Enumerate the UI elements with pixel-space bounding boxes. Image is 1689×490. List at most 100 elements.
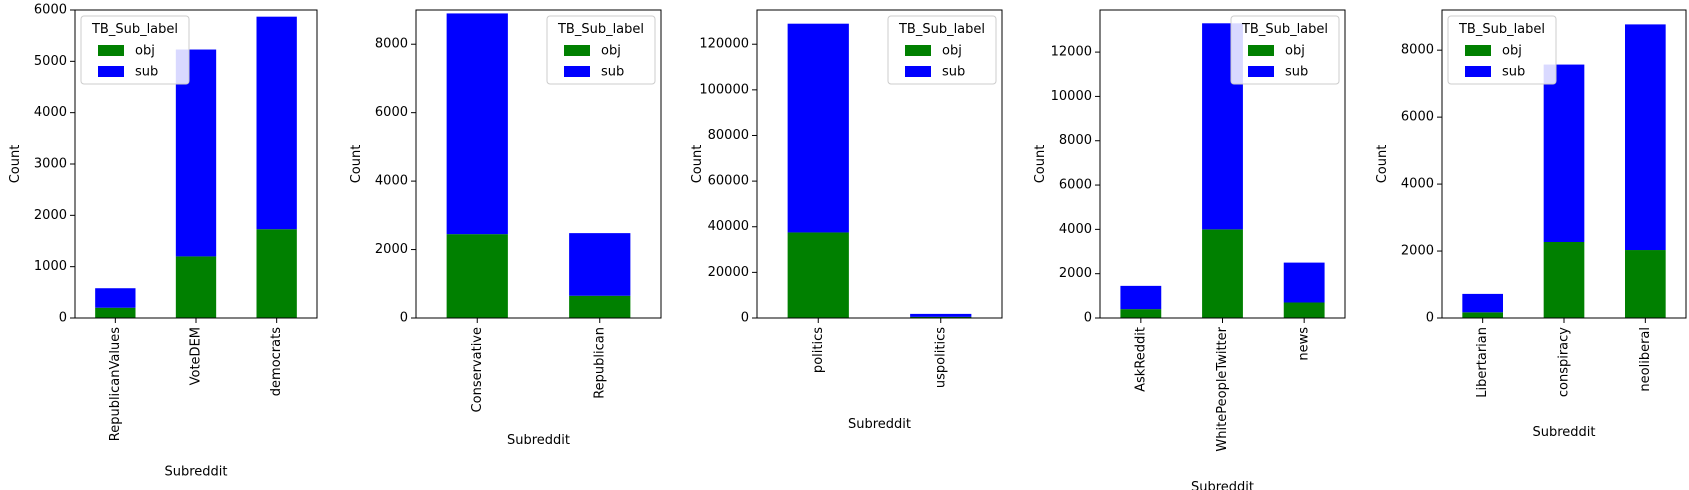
x-tick-label: Conservative (470, 327, 485, 412)
bar-sub-politics (787, 23, 849, 233)
x-tick-label: VoteDEM (189, 327, 204, 385)
bar-obj-WhitePeopleTwitter (1202, 229, 1243, 318)
x-tick-label: WhitePeopleTwitter (1215, 326, 1230, 451)
legend-label-sub: sub (1502, 65, 1525, 80)
x-tick-label: Republican (592, 327, 607, 399)
y-tick-label: 8000 (375, 37, 408, 52)
y-tick-label: 6000 (34, 3, 67, 18)
chart-panel-2: Conservative Republican 0 2000 4000 6000 8000 C… (349, 9, 662, 448)
bar-sub-democrats (256, 16, 297, 230)
legend-title: TB_Sub_label (1458, 22, 1545, 37)
legend-swatch-obj (564, 45, 590, 56)
bar-obj-AskReddit (1120, 309, 1162, 318)
y-tick-label: 4000 (1401, 177, 1434, 192)
bar-sub-Libertarian (1462, 293, 1503, 313)
legend-swatch-sub (905, 66, 931, 77)
legend-label-sub: sub (1285, 65, 1308, 80)
y-tick-label: 6000 (1401, 110, 1434, 125)
bar-sub-neoliberal (1625, 24, 1666, 251)
bar-obj-democrats (256, 229, 297, 318)
plot-frame (74, 9, 318, 319)
y-tick-label: 2000 (1059, 266, 1092, 281)
y-tick-label: 0 (1426, 311, 1434, 326)
legend-swatch-sub (98, 66, 124, 77)
legend-swatch-sub (564, 66, 590, 77)
legend-title: TB_Sub_label (1241, 22, 1328, 37)
bar-obj-RepublicanValues (95, 307, 136, 318)
y-tick-label: 40000 (708, 219, 749, 234)
x-tick-label: neoliberal (1638, 327, 1653, 392)
y-tick-label: 2000 (375, 242, 408, 257)
x-tick-label: RepublicanValues (108, 327, 123, 441)
chart-panel-4: AskReddit WhitePeopleTwitter news 0 2000 4000… (1033, 9, 1346, 490)
bar-sub-Republican (569, 233, 631, 296)
legend-label-sub: sub (942, 65, 965, 80)
legend-swatch-obj (905, 45, 931, 56)
bar-obj-Republican (569, 295, 631, 318)
y-axis-label: Count (8, 145, 23, 184)
bar-obj-Conservative (446, 234, 508, 318)
legend-label-obj: obj (601, 44, 621, 59)
y-tick-label: 6000 (375, 105, 408, 120)
y-tick-label: 2000 (1401, 244, 1434, 259)
y-axis-label: Count (690, 145, 705, 184)
y-tick-label: 6000 (1059, 178, 1092, 193)
y-tick-label: 4000 (375, 174, 408, 189)
y-tick-label: 0 (1084, 311, 1092, 326)
chart-panel-3: politics uspolitics 0 20000 40000 60000 80000 1… (690, 9, 1003, 432)
y-tick-label: 100000 (699, 82, 749, 97)
y-tick-label: 8000 (1059, 133, 1092, 148)
y-axis-label: Count (349, 145, 364, 184)
y-tick-label: 4000 (34, 105, 67, 120)
x-tick-label: politics (811, 327, 826, 373)
y-tick-label: 4000 (1059, 222, 1092, 237)
bar-sub-conspiracy (1543, 64, 1585, 243)
y-tick-label: 60000 (708, 174, 749, 189)
bar-obj-VoteDEM (175, 256, 217, 318)
plot-frame (1099, 9, 1346, 319)
x-tick-label: conspiracy (1557, 327, 1572, 397)
y-tick-label: 80000 (708, 128, 749, 143)
legend-title: TB_Sub_label (557, 22, 644, 37)
bar-obj-news (1283, 302, 1325, 318)
x-tick-label: news (1297, 327, 1312, 361)
legend-label-obj: obj (135, 44, 155, 59)
legend-swatch-obj (1465, 45, 1491, 56)
bar-sub-AskReddit (1120, 285, 1162, 310)
y-tick-label: 5000 (34, 54, 67, 69)
y-tick-label: 0 (59, 311, 67, 326)
bar-obj-conspiracy (1543, 242, 1585, 318)
legend-title: TB_Sub_label (898, 22, 985, 37)
legend-label-sub: sub (135, 65, 158, 80)
y-tick-label: 1000 (34, 259, 67, 274)
bar-sub-Conservative (446, 13, 508, 235)
legend-title: TB_Sub_label (91, 22, 178, 37)
bar-obj-neoliberal (1625, 250, 1666, 318)
chart-panel-5: Libertarian conspiracy neoliberal 0 2000 4000… (1375, 9, 1687, 440)
x-tick-label: uspolitics (933, 327, 948, 388)
y-axis-label: Count (1033, 145, 1048, 184)
plot-frame (1441, 9, 1687, 319)
x-tick-label: AskReddit (1133, 327, 1148, 392)
y-tick-label: 2000 (34, 208, 67, 223)
legend-swatch-sub (1248, 66, 1274, 77)
chart-panel-1: RepublicanValues VoteDEM democrats 0 1000 200… (8, 3, 318, 479)
bar-sub-RepublicanValues (95, 288, 136, 308)
y-tick-label: 0 (741, 311, 749, 326)
legend-label-sub: sub (601, 65, 624, 80)
x-axis-label: Subreddit (1532, 425, 1595, 440)
y-tick-label: 3000 (34, 157, 67, 172)
legend-label-obj: obj (1502, 44, 1522, 59)
bar-obj-Libertarian (1462, 312, 1503, 318)
x-axis-label: Subreddit (164, 464, 227, 479)
x-tick-label: democrats (269, 327, 284, 396)
bar-sub-news (1283, 262, 1325, 303)
y-tick-label: 20000 (708, 265, 749, 280)
bar-sub-uspolitics (910, 313, 972, 317)
plot-frame (415, 9, 662, 319)
plot-frame (756, 9, 1003, 319)
